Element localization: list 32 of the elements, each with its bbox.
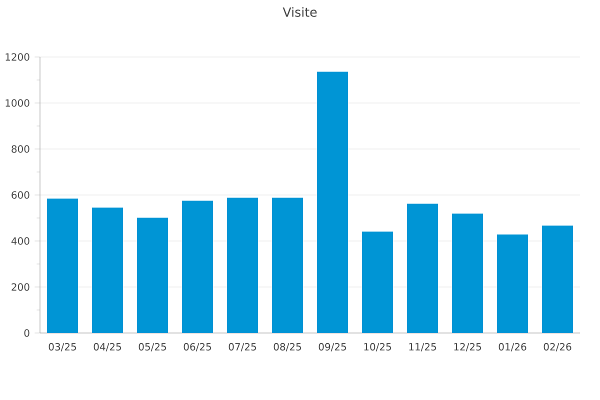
bar (362, 232, 394, 333)
x-tick-label: 12/25 (454, 343, 481, 352)
x-tick-label: 04/25 (94, 343, 121, 352)
x-tick-label: 11/25 (409, 343, 436, 352)
bar (182, 200, 214, 333)
bar (452, 214, 484, 333)
bar (542, 226, 574, 333)
x-tick-label: 05/25 (138, 343, 166, 352)
x-tick-label: 06/25 (184, 343, 211, 352)
y-tick-label: 600 (12, 191, 30, 199)
bar (316, 72, 348, 333)
bar (406, 204, 438, 333)
y-tick-label: 200 (12, 283, 30, 291)
y-tick-label: 1000 (6, 99, 30, 107)
x-tick-label: 02/26 (544, 343, 572, 352)
y-tick-label: 0 (24, 329, 30, 337)
bar (46, 198, 78, 333)
bar (92, 208, 124, 333)
bar (272, 198, 304, 333)
x-tick-label: 03/25 (48, 343, 76, 352)
chart-title: Visite (282, 7, 317, 17)
y-tick-label: 400 (11, 237, 30, 245)
x-tick-label: 01/26 (498, 343, 526, 352)
y-tick-label: 800 (12, 145, 30, 153)
x-tick-label: 08/25 (274, 343, 301, 352)
x-tick-label: 07/25 (228, 343, 256, 352)
bar (136, 218, 168, 333)
y-tick-label: 1200 (6, 53, 30, 61)
x-tick-label: 09/25 (318, 343, 346, 352)
x-tick-label: 10/25 (364, 343, 391, 352)
bar (496, 234, 528, 333)
bar (226, 198, 258, 333)
